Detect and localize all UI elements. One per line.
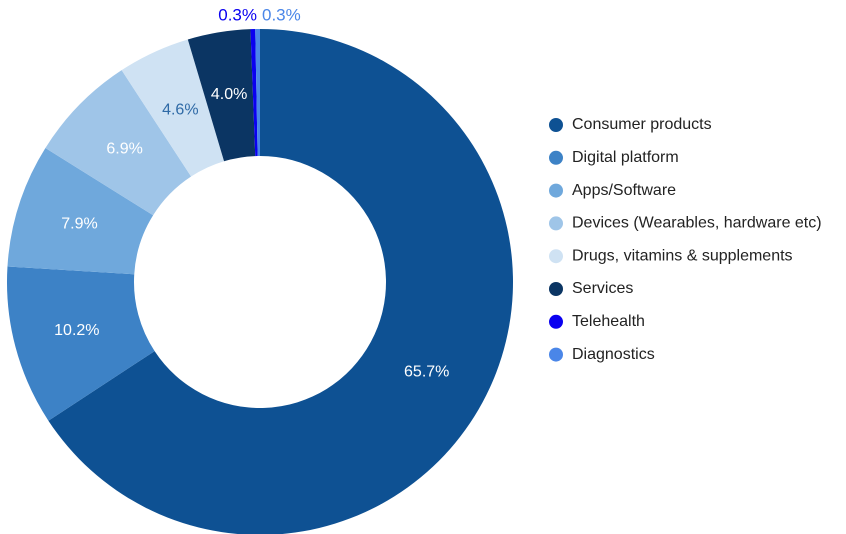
donut-slice (250, 29, 258, 157)
legend-label: Consumer products (572, 116, 712, 133)
slice-label: 7.9% (61, 215, 97, 232)
slice-label: 0.3% (262, 5, 301, 24)
slice-label: 6.9% (106, 141, 142, 158)
donut-slice (255, 29, 260, 157)
legend-label: Drugs, vitamins & supplements (572, 247, 793, 264)
legend-label: Services (572, 280, 633, 297)
legend-swatch (549, 249, 563, 264)
legend-label: Digital platform (572, 149, 679, 166)
slice-label: 4.0% (211, 86, 247, 103)
legend-label: Devices (Wearables, hardware etc) (572, 215, 822, 232)
legend-swatch (549, 150, 563, 165)
legend-swatch (549, 183, 563, 198)
slice-label: 0.3% (218, 5, 257, 24)
slice-label: 4.6% (162, 101, 198, 118)
legend-swatch (549, 314, 563, 329)
legend-swatch (549, 216, 563, 231)
legend-label: Apps/Software (572, 182, 676, 199)
donut-slice (187, 29, 256, 162)
legend-label: Diagnostics (572, 346, 655, 363)
donut-slice (48, 29, 513, 534)
legend-swatch (549, 347, 563, 362)
donut-slice (6, 266, 155, 421)
donut-slice (45, 70, 192, 216)
donut-slice (121, 39, 225, 177)
legend-swatch (549, 118, 563, 132)
slice-label: 10.2% (54, 322, 99, 339)
slice-label: 65.7% (404, 363, 449, 380)
legend-swatch (549, 282, 563, 296)
legend-label: Telehealth (572, 313, 645, 330)
donut-slice (7, 147, 154, 275)
